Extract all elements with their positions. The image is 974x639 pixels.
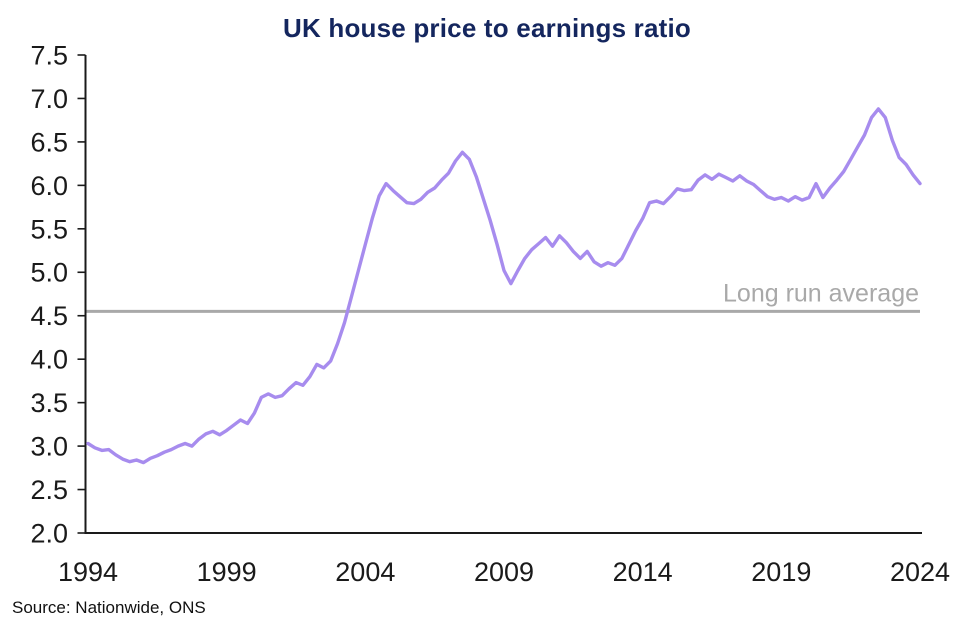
y-tick-label: 6.0 <box>30 171 68 201</box>
y-tick-label: 4.5 <box>30 301 68 331</box>
y-tick-label: 7.5 <box>30 40 68 70</box>
y-tick-label: 6.5 <box>30 127 68 157</box>
y-tick-label: 2.5 <box>30 475 68 505</box>
y-tick-label: 4.0 <box>30 345 68 375</box>
y-tick-label: 3.0 <box>30 432 68 462</box>
ratio-series-line <box>86 107 922 465</box>
y-tick-label: 5.5 <box>30 214 68 244</box>
y-tick-label: 5.0 <box>30 258 68 288</box>
x-tick-label: 1999 <box>197 557 257 587</box>
long-run-average-label: Long run average <box>723 279 919 307</box>
x-tick-label: 2019 <box>751 557 811 587</box>
y-tick-label: 2.0 <box>30 518 68 548</box>
x-tick-label: 2004 <box>335 557 395 587</box>
x-tick-label: 2024 <box>890 557 950 587</box>
chart-title: UK house price to earnings ratio <box>282 13 692 43</box>
x-tick-label: 2014 <box>613 557 673 587</box>
y-tick-label: 7.0 <box>30 84 68 114</box>
x-tick-label: 2009 <box>474 557 534 587</box>
y-tick-label: 3.5 <box>30 388 68 418</box>
x-tick-label: 1994 <box>58 557 118 587</box>
source-note: Source: Nationwide, ONS <box>12 598 206 617</box>
